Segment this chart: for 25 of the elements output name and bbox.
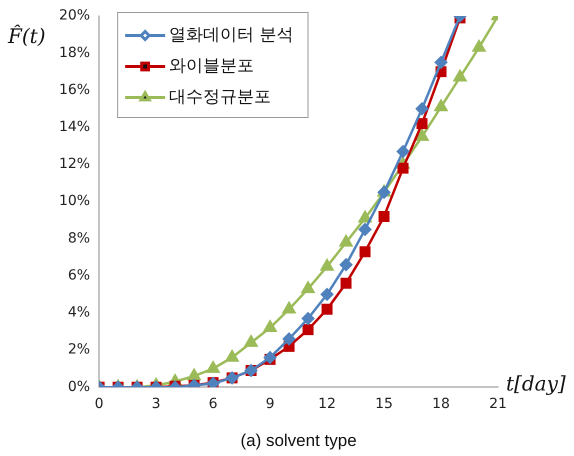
x-tick-label: 12 <box>318 396 336 412</box>
x-axis-title: t[day] <box>506 371 566 396</box>
legend-label: 와이블분포 <box>169 56 254 76</box>
x-tick-label: 0 <box>94 396 104 412</box>
x-tick-label: 21 <box>489 396 507 412</box>
x-tick-label: 9 <box>266 396 275 412</box>
y-tick-label: 2% <box>68 342 90 358</box>
y-tick-label: 16% <box>58 82 90 98</box>
y-tick-label: 8% <box>68 230 90 246</box>
y-axis-title: F̂(t) <box>7 24 46 48</box>
y-tick-label: 14% <box>58 119 90 135</box>
y-tick-label: 0% <box>68 378 90 395</box>
text: (a) solvent type <box>240 431 357 450</box>
legend-label: 대수정규분포 <box>169 86 272 107</box>
y-tick-label: 12% <box>58 156 90 172</box>
y-tick-label: 10% <box>58 193 90 210</box>
x-tick-label: 3 <box>152 396 161 412</box>
x-tick-label: 15 <box>375 396 393 412</box>
y-tick-label: 4% <box>68 304 90 321</box>
y-tick-label: 6% <box>68 267 90 284</box>
x-tick-label: 18 <box>432 396 450 412</box>
x-tick-label: 6 <box>208 396 218 412</box>
legend-label: 열화데이터 분석 <box>169 24 294 45</box>
y-tick-label: 18% <box>58 44 90 61</box>
y-tick-label: 20% <box>58 8 90 24</box>
